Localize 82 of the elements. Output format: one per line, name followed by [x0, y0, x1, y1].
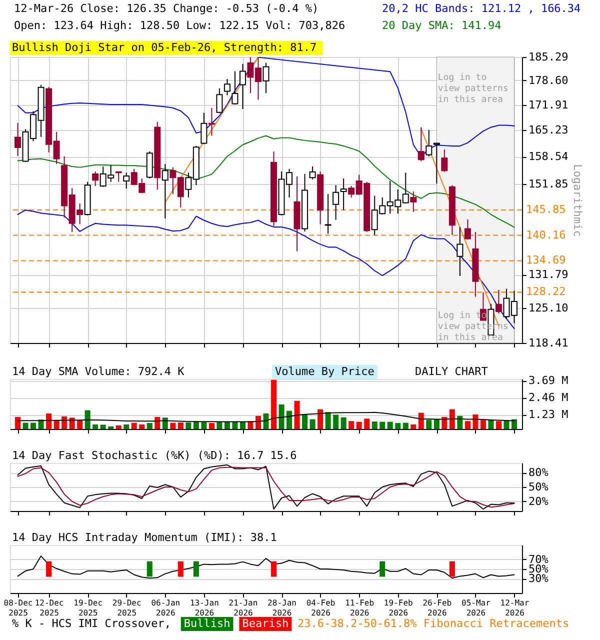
candlestick — [14, 122, 22, 156]
candlestick — [426, 129, 432, 157]
y-tick-label: 118.41 — [528, 336, 568, 350]
candlestick — [262, 62, 270, 94]
y-tick-label: 185.29 — [528, 50, 568, 64]
y-tick-label: 151.85 — [528, 178, 568, 191]
candlestick — [418, 126, 424, 162]
y-tick-label: 20% — [528, 494, 549, 508]
ref-line-label: 140.16 — [526, 228, 566, 242]
chart-title: 12-Mar-26 Close: 126.35 Change: -0.53 (-0.4 %) — [14, 2, 319, 15]
candlestick — [317, 170, 324, 225]
candlestick — [324, 194, 332, 234]
y-tick-label: 165.23 — [528, 124, 568, 137]
y-tick-label: 80% — [528, 466, 549, 480]
y-tick-label: 50% — [528, 480, 549, 494]
y-tick-label: 178.60 — [528, 74, 568, 87]
annotation: Log in to view patterns in this area — [438, 73, 508, 105]
x-tick-label: 19-Dec 2025 — [74, 598, 103, 618]
y-tick-label: 158.54 — [528, 150, 569, 164]
candlestick — [123, 172, 130, 190]
x-tick-label: 04-Feb 2026 — [306, 598, 336, 618]
x-tick-label: 19-Feb 2026 — [384, 598, 414, 618]
x-tick-label: 08-Dec 2025 — [4, 598, 33, 618]
y-tick-label: 125.10 — [528, 301, 568, 314]
y-tick-label: 3.69 M — [528, 374, 569, 388]
candlestick — [410, 191, 417, 212]
text: 20,2 HC Bands: 121.12 , 166.34 — [382, 2, 582, 15]
candlestick — [495, 289, 502, 314]
line-series — [17, 556, 515, 579]
candlestick — [162, 164, 168, 219]
text: Bearish — [242, 617, 289, 630]
y-tick-label: 2.46 M — [528, 391, 569, 404]
y-tick-label: 171.91 — [528, 98, 568, 112]
candlestick — [239, 63, 246, 110]
candlestick — [441, 149, 448, 172]
x-tick-label: 06-Jan 2026 — [151, 598, 180, 618]
ref-line-label: 134.69 — [526, 254, 566, 267]
candlestick — [332, 184, 340, 220]
text: 20 Day SMA: 141.94 — [382, 19, 502, 32]
text: DAILY CHART — [415, 365, 488, 378]
candlestick — [448, 184, 456, 236]
candlestick — [309, 166, 316, 180]
candlestick — [154, 121, 161, 190]
chart-title: 14 Day SMA Volume: 792.4 K — [12, 365, 185, 378]
candlestick — [456, 226, 464, 277]
x-tick-label: 11-Feb 2026 — [345, 598, 374, 618]
y-tick-label: 30% — [528, 572, 549, 586]
x-tick-label: 13-Jan 2026 — [190, 598, 220, 618]
candlestick — [302, 173, 308, 232]
text: Bullish — [184, 617, 230, 630]
x-tick-label: 12-Dec 2025 — [34, 598, 64, 618]
y-tick-label: 1.23 M — [528, 408, 569, 422]
line-series — [17, 135, 515, 228]
chart-subtitle: Open: 123.64 High: 128.50 Low: 122.15 Vol: 703,826 — [14, 19, 346, 32]
candlestick — [92, 170, 99, 187]
x-tick-label: 26-Feb 2026 — [422, 598, 452, 618]
x-tick-label: 21-Jan 2026 — [228, 598, 258, 618]
candlestick — [294, 176, 300, 252]
text: Bullish Doji Star on 05-Feb-26, Strength: 81.7 — [12, 41, 317, 54]
text: Volume By Price — [275, 365, 374, 378]
y-axis-title: Logarithmic — [571, 164, 584, 237]
line-series — [17, 210, 515, 330]
x-tick-label: 12-Mar 2026 — [500, 598, 530, 618]
candlestick — [200, 112, 208, 144]
text: % K - HCS IMI Crossover, — [12, 617, 171, 630]
candlestick — [472, 231, 479, 298]
candlestick — [84, 181, 91, 216]
candlestick — [270, 151, 278, 227]
candlestick — [146, 151, 153, 179]
y-tick-label: 131.79 — [528, 268, 568, 282]
y-tick-label: 70% — [528, 552, 549, 566]
candlestick — [340, 178, 347, 211]
ref-line-label: 145.85 — [526, 202, 566, 216]
ref-line-label: 128.22 — [526, 285, 566, 298]
candlestick — [224, 78, 230, 96]
text: 23.6-38.2-50-61.8% Fibonacci Retracements — [298, 617, 570, 630]
x-tick-label: 05-Mar 2026 — [462, 598, 491, 618]
x-tick-label: 29-Dec 2025 — [112, 598, 142, 618]
chart-title: 14 Day HCS Intraday Momentum (IMI): 38.1 — [12, 531, 277, 544]
x-tick-label: 28-Jan 2026 — [268, 598, 297, 618]
chart-title: 14 Day Fast Stochastic (%K) (%D): 16.7 15.6 — [12, 449, 297, 462]
line-series — [17, 412, 515, 422]
